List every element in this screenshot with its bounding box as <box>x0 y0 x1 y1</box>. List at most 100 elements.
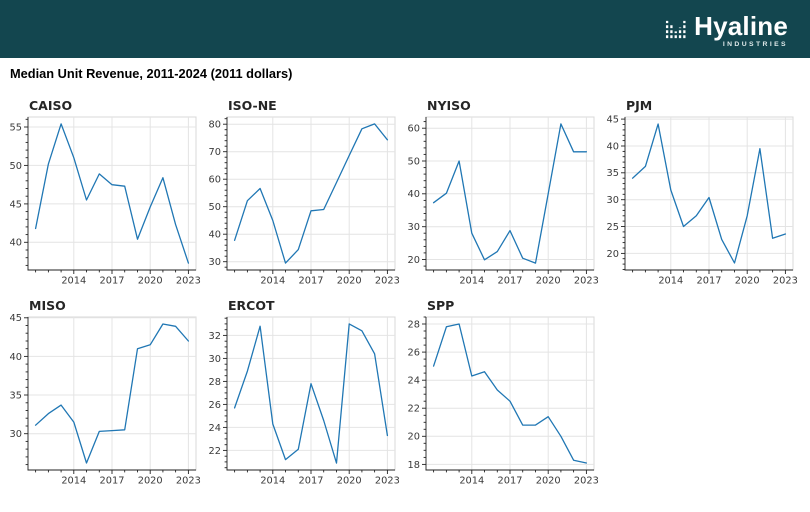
axes <box>422 316 594 474</box>
y-tick-label: 35 <box>10 390 22 401</box>
x-tick-label: 2020 <box>536 476 561 487</box>
brand-name: Hyaline <box>694 11 788 41</box>
gridlines <box>426 317 594 470</box>
y-tick-label: 30 <box>408 222 420 233</box>
x-tick-label: 2020 <box>536 276 561 287</box>
axes <box>422 117 594 274</box>
series-line <box>432 123 588 264</box>
x-tick-label: 2023 <box>375 476 400 487</box>
series-line <box>631 123 787 264</box>
series-line <box>233 123 389 264</box>
chart-ercot: 2014 2017 2020 2023 22 24 26 28 30 32 ERCOT <box>200 295 400 495</box>
x-tick-label: 2020 <box>138 476 163 487</box>
y-tick-label: 50 <box>10 161 22 172</box>
chart-title: ERCOT <box>228 298 275 313</box>
y-tick-label: 40 <box>408 189 420 200</box>
y-tick-label: 24 <box>408 376 420 387</box>
axes <box>24 317 196 474</box>
series-line <box>233 323 389 464</box>
x-tick-label: 2020 <box>337 476 362 487</box>
gridlines <box>625 117 793 270</box>
x-tick-label: 2023 <box>574 476 599 487</box>
chart-title: CAISO <box>29 98 72 113</box>
y-tick-label: 20 <box>607 249 619 260</box>
x-tick-label: 2017 <box>100 276 125 287</box>
y-tick-label: 30 <box>209 257 221 268</box>
page-title: Median Unit Revenue, 2011-2024 (2011 dol… <box>10 66 293 81</box>
x-tick-label: 2014 <box>459 476 484 487</box>
x-tick-label: 2014 <box>61 276 86 287</box>
y-tick-label: 22 <box>209 446 221 457</box>
chart-title: NYISO <box>427 98 471 113</box>
x-tick-label: 2014 <box>459 276 484 287</box>
gridlines <box>28 317 196 470</box>
plot-svg: 2014 2017 2020 2023 18 20 22 24 26 28 SPP <box>408 298 599 487</box>
gridlines <box>426 117 594 270</box>
x-tick-label: 2014 <box>260 276 285 287</box>
chart-title: PJM <box>626 98 652 113</box>
x-tick-label: 2023 <box>176 476 201 487</box>
axes <box>223 117 395 274</box>
y-tick-label: 26 <box>209 400 221 411</box>
y-tick-label: 26 <box>408 348 420 359</box>
plot-svg: 2014 2017 2020 2023 30 35 40 45 MISO <box>10 298 201 487</box>
bar-chart-logo-icon <box>666 20 686 39</box>
y-tick-label: 80 <box>209 120 221 131</box>
y-tick-label: 20 <box>408 432 420 443</box>
plot-svg: 2014 2017 2020 2023 40 45 50 55 CAISO <box>10 98 201 287</box>
y-tick-label: 55 <box>10 122 22 133</box>
chart-nyiso: 2014 2017 2020 2023 20 30 40 50 60 NYISO <box>399 95 599 295</box>
logo-text: Hyaline INDUSTRIES <box>694 13 788 48</box>
axes <box>223 317 395 474</box>
x-tick-label: 2017 <box>299 276 324 287</box>
x-tick-label: 2023 <box>375 276 400 287</box>
plot-svg: 2014 2017 2020 2023 22 24 26 28 30 32 ERCOT <box>209 298 400 487</box>
y-tick-label: 32 <box>209 331 221 342</box>
y-tick-label: 25 <box>607 222 619 233</box>
plot-svg: 2014 2017 2020 2023 20 25 30 35 40 45 PJM <box>607 98 798 287</box>
y-tick-label: 30 <box>10 429 22 440</box>
y-tick-label: 45 <box>607 115 619 126</box>
chart-title: ISO-NE <box>228 98 277 113</box>
y-tick-label: 50 <box>408 156 420 167</box>
brand-subtitle: INDUSTRIES <box>722 41 788 48</box>
gridlines <box>227 117 395 270</box>
y-tick-label: 28 <box>408 319 420 330</box>
y-tick-label: 30 <box>607 195 619 206</box>
x-tick-label: 2017 <box>299 476 324 487</box>
logo: Hyaline INDUSTRIES <box>665 13 788 48</box>
chart-iso-ne: 2014 2017 2020 2023 30 40 50 60 70 80 ISO-NE <box>200 95 400 295</box>
chart-spp: 2014 2017 2020 2023 18 20 22 24 26 28 SPP <box>399 295 599 495</box>
chart-title: MISO <box>29 298 66 313</box>
y-tick-label: 45 <box>10 199 22 210</box>
x-tick-label: 2014 <box>61 476 86 487</box>
y-tick-label: 40 <box>209 230 221 241</box>
y-tick-label: 40 <box>607 141 619 152</box>
y-tick-label: 60 <box>209 175 221 186</box>
gridlines <box>28 117 196 270</box>
gridlines <box>227 317 395 470</box>
x-tick-label: 2020 <box>138 276 163 287</box>
y-tick-label: 28 <box>209 377 221 388</box>
y-tick-label: 70 <box>209 147 221 158</box>
x-tick-label: 2014 <box>658 276 683 287</box>
y-tick-label: 30 <box>209 354 221 365</box>
chart-title: SPP <box>427 298 454 313</box>
x-tick-label: 2017 <box>498 476 523 487</box>
x-tick-label: 2023 <box>176 276 201 287</box>
x-tick-label: 2017 <box>498 276 523 287</box>
x-tick-label: 2017 <box>100 476 125 487</box>
y-tick-label: 40 <box>10 352 22 363</box>
y-tick-label: 45 <box>10 313 22 324</box>
axes <box>24 117 196 274</box>
series-line <box>34 323 190 464</box>
y-tick-label: 60 <box>408 124 420 135</box>
x-tick-label: 2020 <box>735 276 760 287</box>
x-tick-label: 2017 <box>697 276 722 287</box>
axes <box>621 117 793 274</box>
chart-caiso: 2014 2017 2020 2023 40 45 50 55 CAISO <box>1 95 201 295</box>
chart-pjm: 2014 2017 2020 2023 20 25 30 35 40 45 PJM <box>598 95 798 295</box>
y-tick-label: 35 <box>607 168 619 179</box>
app-header: Hyaline INDUSTRIES <box>0 0 810 58</box>
